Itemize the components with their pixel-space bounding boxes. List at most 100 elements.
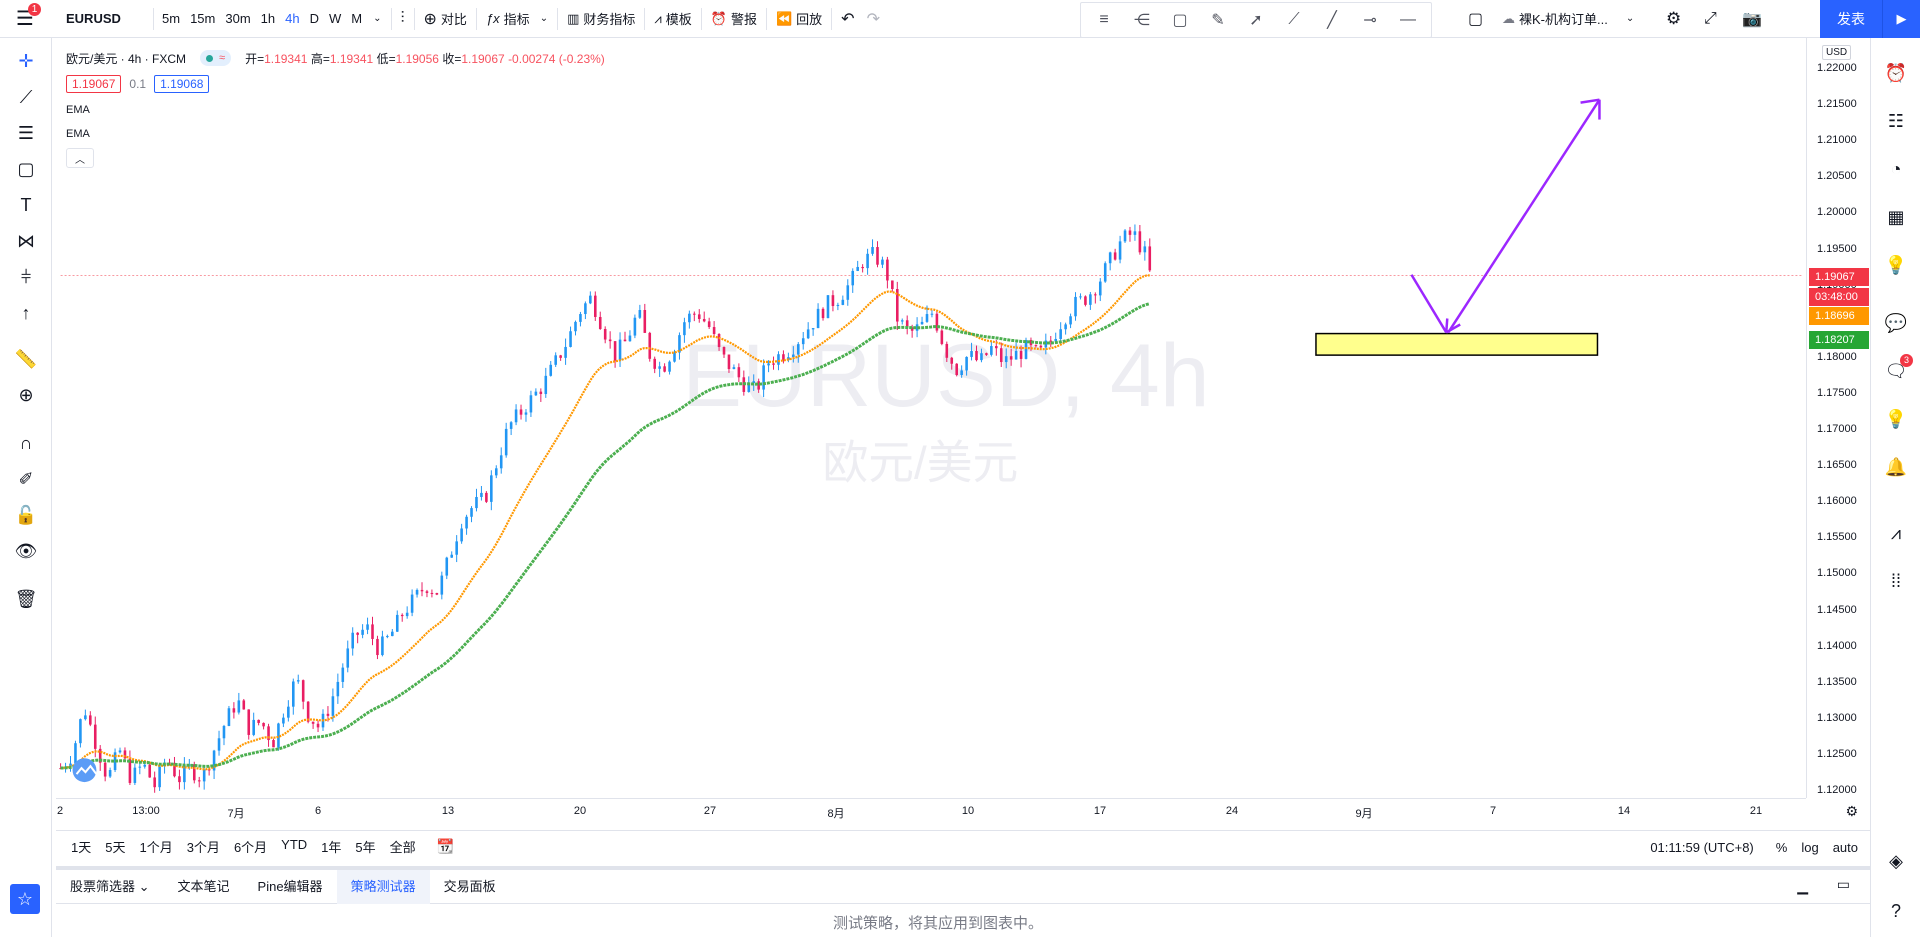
- interval-30m[interactable]: 30m: [225, 11, 251, 26]
- bottom-tab[interactable]: 股票筛选器 ⌄: [70, 878, 150, 894]
- text-icon[interactable]: T: [20, 194, 32, 215]
- arrow-up-head-left[interactable]: [1580, 98, 1600, 104]
- help-icon[interactable]: ?: [1890, 900, 1901, 921]
- dots-grid-icon[interactable]: ⁞⁞: [1890, 570, 1901, 591]
- play-button[interactable]: ▶: [1882, 0, 1920, 38]
- data-window-icon[interactable]: ◔: [1890, 158, 1902, 179]
- pitchfork-icon[interactable]: ⋲: [1134, 12, 1150, 29]
- interval-1h[interactable]: 1h: [260, 11, 276, 26]
- chart-type-button[interactable]: ⫶: [395, 0, 411, 38]
- range-button[interactable]: 1天: [71, 840, 92, 855]
- prediction-icon[interactable]: ⫩: [20, 266, 32, 287]
- trend-line-icon[interactable]: ⟋: [19, 86, 33, 107]
- indicators-button[interactable]: ƒx 指标 ⌄: [480, 0, 554, 38]
- collapse-legend-button[interactable]: ︿: [66, 148, 94, 168]
- bottom-tab[interactable]: 文本笔记: [177, 878, 230, 894]
- bid-price-button[interactable]: 1.19067: [66, 75, 122, 93]
- indicator-ema-2[interactable]: EMA: [66, 128, 90, 140]
- crosshair-icon[interactable]: ✛: [18, 50, 34, 71]
- maximize-icon[interactable]: ▭: [1836, 876, 1850, 892]
- percent-scale-toggle[interactable]: %: [1775, 839, 1788, 855]
- indicator-ema-1[interactable]: EMA: [66, 104, 90, 116]
- range-button[interactable]: 3个月: [186, 840, 220, 855]
- bottom-tab[interactable]: 交易面板: [443, 878, 496, 894]
- zoom-icon[interactable]: ⊕: [18, 384, 34, 405]
- price-chart[interactable]: EURUSD, 4h 欧元/美元: [56, 38, 1806, 794]
- range-button[interactable]: 5天: [105, 840, 126, 855]
- horizontal-line-icon[interactable]: —: [1400, 11, 1416, 28]
- time-axis[interactable]: ⚙ 2 13:00 7月 6 13 20 27 8月 10 17 24 9月 7 14 21: [56, 798, 1858, 824]
- bottom-tab[interactable]: Pine编辑器: [257, 878, 323, 894]
- settings-button[interactable]: ⚙: [1660, 0, 1687, 38]
- symbol-search[interactable]: EURUSD: [66, 11, 121, 26]
- axis-settings-gear-icon[interactable]: ⚙: [1845, 803, 1858, 819]
- main-menu-button[interactable]: ☰ 1: [0, 0, 50, 38]
- projection-arrows[interactable]: [1410, 98, 1601, 334]
- layout-button[interactable]: ☁ 裸K-机构订单... ⌄: [1496, 0, 1640, 38]
- undo-button[interactable]: ↶: [835, 0, 860, 38]
- watchlist-star-button[interactable]: ☆: [10, 884, 40, 914]
- bell-icon[interactable]: 🔔: [1884, 456, 1908, 477]
- trash-icon[interactable]: 🗑: [14, 588, 38, 609]
- lightbulb-icon[interactable]: 💡: [1884, 254, 1908, 275]
- minimize-icon[interactable]: ▁: [1797, 878, 1808, 894]
- ask-price-button[interactable]: 1.19068: [154, 75, 210, 93]
- price-axis[interactable]: 1.22000 1.21500 1.21000 1.20500 1.20000 1.195…: [1806, 38, 1870, 798]
- ideas-icon[interactable]: 💡: [1884, 408, 1908, 429]
- bottom-tab[interactable]: 策略测试器: [336, 869, 430, 904]
- arrow-down-segment[interactable]: [1410, 274, 1448, 334]
- legend-title[interactable]: 欧元/美元 · 4h · FXCM: [66, 51, 187, 66]
- messages-icon[interactable]: 🗨 3: [1879, 354, 1913, 388]
- magnet-icon[interactable]: ∩: [19, 432, 33, 453]
- calendar-icon[interactable]: ▦: [1887, 206, 1905, 227]
- interval-dropdown-button[interactable]: ⌄: [367, 0, 387, 38]
- fullscreen-button[interactable]: ⤢: [1698, 0, 1723, 38]
- ray-icon[interactable]: ╱: [1327, 12, 1337, 29]
- range-button[interactable]: 1个月: [139, 840, 173, 855]
- ruler-icon[interactable]: 📏: [14, 348, 38, 369]
- interval-m[interactable]: M: [351, 11, 363, 26]
- horizontal-ray-icon[interactable]: ⊸: [1363, 12, 1377, 29]
- auto-scale-toggle[interactable]: auto: [1832, 839, 1858, 855]
- range-button[interactable]: 6个月: [233, 840, 268, 855]
- snapshot-button[interactable]: 📷: [1736, 0, 1768, 38]
- eye-icon[interactable]: 👁: [14, 540, 38, 561]
- interval-d[interactable]: D: [309, 11, 319, 26]
- range-button[interactable]: 5年: [355, 840, 376, 855]
- range-button[interactable]: 全部: [389, 840, 416, 855]
- trend-icon[interactable]: ⩘: [1890, 522, 1902, 543]
- alert-button[interactable]: ⏰ 警报: [705, 0, 763, 38]
- arrow-up-icon[interactable]: ↑: [21, 302, 31, 323]
- range-button[interactable]: YTD: [281, 837, 308, 852]
- replay-button[interactable]: ⏪ 回放: [770, 0, 828, 38]
- range-button[interactable]: 1年: [321, 840, 342, 855]
- templates-button[interactable]: ⩘ 模板: [648, 0, 697, 38]
- pattern-icon[interactable]: ⋈: [17, 230, 35, 251]
- watchlist-icon[interactable]: ☷: [1887, 110, 1905, 131]
- currency-label[interactable]: USD: [1822, 45, 1852, 60]
- arrow-down-head-left[interactable]: [1445, 318, 1449, 333]
- lock-drawing-icon[interactable]: ✐: [18, 468, 34, 489]
- redo-button[interactable]: ↷: [861, 0, 886, 38]
- goto-date-calendar-icon[interactable]: 📆: [436, 838, 455, 854]
- lock-icon[interactable]: 🔓: [14, 504, 38, 525]
- compare-button[interactable]: ⊕ 对比: [418, 0, 473, 38]
- interval-w[interactable]: W: [328, 11, 342, 26]
- log-scale-toggle[interactable]: log: [1801, 839, 1819, 855]
- market-status-pill[interactable]: ≈: [200, 50, 232, 66]
- interval-5m[interactable]: 5m: [162, 11, 181, 26]
- timezone-clock[interactable]: 01:11:59 (UTC+8): [1650, 839, 1754, 855]
- publish-button[interactable]: 发表: [1820, 0, 1882, 38]
- chat-icon[interactable]: 💬: [1884, 312, 1908, 333]
- fullscreen-select-button[interactable]: ▢: [1462, 0, 1489, 38]
- alarm-clock-icon[interactable]: ⏰: [1884, 62, 1908, 83]
- arrow-icon[interactable]: ➚: [1249, 12, 1263, 29]
- brush-icon[interactable]: ✎: [1211, 12, 1225, 29]
- arrow-up-segment[interactable]: [1447, 98, 1601, 334]
- rectangle-icon[interactable]: ▢: [1172, 12, 1188, 29]
- interval-4h[interactable]: 4h: [285, 11, 300, 26]
- financials-button[interactable]: ▥ 财务指标: [561, 0, 641, 38]
- trend-line-icon[interactable]: ⟋: [1288, 11, 1300, 28]
- rectangle-icon[interactable]: ▢: [17, 158, 35, 179]
- demand-zone-rectangle[interactable]: [1315, 332, 1599, 356]
